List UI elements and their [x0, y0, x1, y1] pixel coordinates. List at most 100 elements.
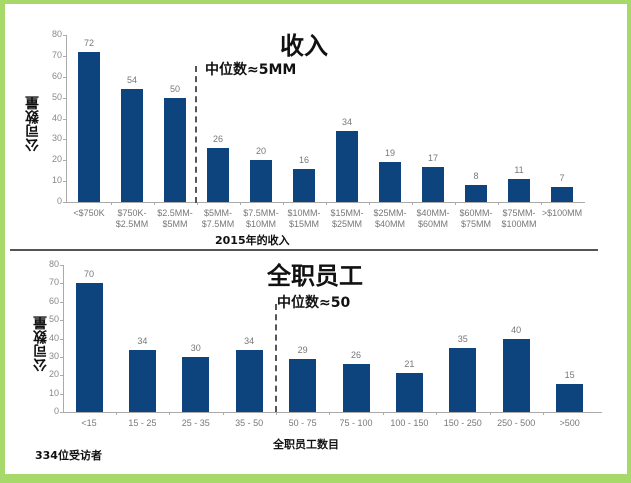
x-tick-label: $25MM- $40MM [373, 208, 407, 229]
x-tick-label: 100 - 150 [390, 418, 429, 428]
y-tick-label: 50 [48, 314, 59, 325]
bar [551, 187, 573, 202]
x-tick-mark [275, 412, 277, 415]
bar [128, 349, 156, 412]
x-tick-mark [454, 202, 456, 205]
y-tick-mark [60, 283, 63, 285]
revenue-median-annotation: 中位数≈5MM [205, 62, 297, 78]
x-tick-label: >500 [559, 418, 580, 428]
x-tick-label: >$100MM [541, 208, 583, 218]
revenue-chart-title: 收入 [280, 32, 328, 60]
y-tick-label: 0 [56, 196, 62, 206]
employees-x-axis [63, 412, 602, 413]
bar-value-label: 70 [83, 269, 94, 280]
y-tick-label: 70 [51, 49, 62, 60]
y-tick-label: 20 [51, 154, 62, 165]
bar-value-label: 26 [212, 133, 223, 144]
x-tick-mark [368, 202, 370, 205]
x-tick-mark [169, 412, 171, 415]
y-tick-label: 40 [48, 332, 59, 343]
y-tick-mark [63, 139, 66, 141]
x-tick-label: 35 - 50 [235, 418, 264, 428]
respondents-footnote: 334位受访者 [35, 449, 102, 462]
y-tick-mark [60, 375, 63, 377]
revenue-x-axis-title: 2015年的收入 [215, 234, 290, 247]
bar [465, 185, 487, 202]
revenue-median-line [195, 66, 197, 203]
bar-value-label: 72 [83, 37, 94, 48]
y-tick-mark [60, 301, 63, 303]
bar-value-label: 34 [137, 335, 148, 346]
x-tick-label: 75 - 100 [339, 418, 373, 428]
employees-y-axis-title: 公司数量 [33, 316, 49, 372]
bar-value-label: 54 [126, 75, 137, 86]
y-tick-mark [60, 412, 63, 413]
x-tick-mark [329, 412, 331, 415]
y-tick-mark [60, 356, 63, 358]
y-tick-label: 10 [48, 387, 59, 398]
bar-value-label: 26 [350, 350, 361, 361]
y-tick-mark [63, 55, 66, 57]
x-tick-label: 50 - 75 [288, 418, 317, 428]
y-tick-label: 60 [48, 295, 59, 306]
x-tick-mark [282, 202, 284, 205]
x-tick-mark [542, 412, 544, 415]
y-tick-label: 50 [51, 91, 62, 102]
y-tick-label: 80 [48, 259, 59, 269]
y-tick-mark [60, 265, 63, 266]
x-tick-mark [436, 412, 438, 415]
x-tick-label: $60MM- $75MM [459, 208, 493, 229]
bar [395, 373, 423, 412]
x-tick-mark [497, 202, 499, 205]
y-tick-label: 30 [51, 133, 62, 144]
x-tick-label: $2.5MM- $5MM [157, 208, 193, 229]
bar-value-label: 21 [404, 359, 415, 370]
y-tick-label: 70 [48, 277, 59, 288]
bar [336, 131, 358, 202]
bar [121, 89, 143, 202]
bar-value-label: 11 [514, 165, 524, 176]
y-tick-mark [63, 35, 66, 36]
y-tick-mark [63, 97, 66, 99]
bar-value-label: 34 [244, 335, 255, 346]
x-tick-label: $10MM- $15MM [287, 208, 321, 229]
x-tick-mark [411, 202, 413, 205]
y-tick-label: 60 [51, 70, 62, 81]
x-tick-label: $5MM- $7.5MM [201, 208, 235, 229]
x-tick-label: 250 - 500 [497, 418, 536, 428]
bar-value-label: 35 [457, 333, 468, 344]
y-tick-mark [63, 76, 66, 78]
bar [502, 338, 530, 412]
bar [449, 347, 477, 412]
bar [556, 384, 584, 412]
x-tick-mark [222, 412, 224, 415]
bar-value-label: 15 [564, 370, 575, 381]
x-tick-mark [382, 412, 384, 415]
x-tick-mark [540, 202, 542, 205]
bar [235, 349, 263, 412]
revenue-y-axis [66, 35, 67, 203]
y-tick-label: 80 [51, 29, 62, 39]
bar-value-label: 16 [298, 154, 309, 165]
bar [78, 51, 100, 202]
bar-value-label: 29 [297, 344, 308, 355]
revenue-y-axis-title: 公司数量 [25, 96, 41, 152]
bar [250, 160, 272, 202]
x-tick-mark [115, 412, 117, 415]
x-tick-mark [196, 202, 198, 205]
bar [75, 283, 103, 412]
chart-canvas: 收入 中位数≈5MM 公司数量 0 10 20 30 40 50 60 70 80 72 <$75… [5, 4, 627, 474]
bar [422, 166, 444, 202]
bar [342, 364, 370, 412]
x-tick-label: 25 - 35 [181, 418, 210, 428]
bar-value-label: 8 [473, 171, 479, 182]
bar-value-label: 50 [169, 83, 180, 94]
bar [164, 97, 186, 202]
employees-median-line [275, 304, 277, 412]
x-tick-label: $15MM- $25MM [330, 208, 364, 229]
bar [379, 162, 401, 202]
y-tick-label: 0 [53, 406, 59, 416]
x-tick-label: $40MM- $60MM [416, 208, 450, 229]
x-tick-label: <15 [81, 418, 97, 428]
y-tick-label: 30 [48, 350, 59, 361]
